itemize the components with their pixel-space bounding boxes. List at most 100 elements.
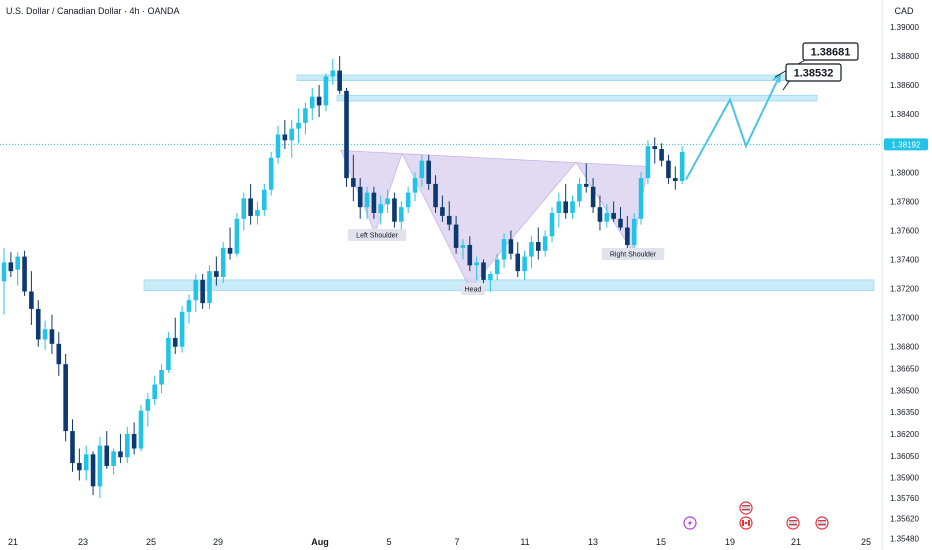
candle-body[interactable] (481, 262, 486, 280)
candle-body[interactable] (536, 242, 541, 251)
candle-body[interactable] (583, 183, 589, 187)
candle-body[interactable] (611, 212, 616, 219)
candle-body[interactable] (214, 271, 219, 277)
candle-body[interactable] (426, 160, 431, 184)
candle-body[interactable] (494, 259, 500, 275)
candle-body[interactable] (172, 338, 178, 347)
candle-body[interactable] (262, 189, 267, 211)
candle-body[interactable] (440, 207, 445, 216)
candle-body[interactable] (597, 207, 603, 222)
candle-body[interactable] (515, 253, 521, 272)
candle-body[interactable] (549, 212, 555, 237)
candle-body[interactable] (522, 256, 527, 272)
candle-body[interactable] (364, 192, 370, 208)
candle-body[interactable] (371, 192, 377, 213)
candle-body[interactable] (351, 178, 356, 187)
current-price-badge[interactable] (884, 138, 928, 151)
candle-body[interactable] (501, 239, 507, 260)
candle-body[interactable] (577, 183, 582, 202)
candle-body[interactable] (604, 212, 610, 222)
candle-body[interactable] (118, 451, 123, 458)
candle-body[interactable] (138, 410, 144, 449)
candle-body[interactable] (652, 146, 658, 150)
candle-body[interactable] (70, 431, 75, 464)
candle-body[interactable] (679, 151, 685, 182)
candle-body[interactable] (56, 343, 62, 365)
candle-body[interactable] (111, 451, 116, 466)
candle-body[interactable] (193, 279, 199, 301)
candle-body[interactable] (357, 186, 363, 208)
candle-body[interactable] (275, 134, 281, 158)
candle-body[interactable] (104, 445, 110, 466)
candle-body[interactable] (35, 308, 41, 340)
candle-body[interactable] (378, 204, 384, 213)
candle-body[interactable] (673, 178, 678, 182)
candle-body[interactable] (22, 256, 27, 292)
candle-body[interactable] (666, 160, 671, 179)
candle-body[interactable] (207, 271, 212, 304)
candle-body[interactable] (145, 399, 151, 411)
candle-body[interactable] (344, 90, 349, 179)
candle-body[interactable] (186, 300, 192, 312)
candle-body[interactable] (125, 433, 130, 458)
candle-body[interactable] (159, 370, 164, 385)
candle-body[interactable] (542, 236, 548, 251)
candle-body[interactable] (474, 262, 479, 266)
candle-body[interactable] (289, 128, 294, 141)
candle-body[interactable] (97, 445, 103, 487)
candle-body[interactable] (42, 329, 48, 340)
candle-body[interactable] (638, 178, 644, 219)
candle-body[interactable] (241, 198, 247, 219)
candle-body[interactable] (385, 198, 390, 205)
candle-body[interactable] (508, 239, 514, 254)
candle-body[interactable] (570, 201, 575, 213)
candle-body[interactable] (90, 454, 96, 487)
candle-body[interactable] (49, 329, 55, 344)
candle-body[interactable] (337, 70, 342, 91)
candle-body[interactable] (453, 224, 459, 248)
candle-body[interactable] (563, 201, 568, 213)
candle-body[interactable] (220, 247, 226, 277)
candle-body[interactable] (330, 70, 336, 77)
candle-body[interactable] (446, 215, 452, 225)
candle-body[interactable] (8, 262, 14, 272)
candle-body[interactable] (631, 218, 637, 245)
candle-body[interactable] (392, 198, 397, 222)
candle-body[interactable] (625, 227, 630, 245)
candle-body[interactable] (83, 454, 89, 471)
candle-body[interactable] (77, 463, 82, 471)
candle-body[interactable] (405, 192, 411, 208)
candle-body[interactable] (1, 262, 7, 282)
candle-body[interactable] (131, 433, 137, 449)
candle-body[interactable] (63, 364, 68, 432)
candle-body[interactable] (618, 218, 623, 228)
candle-body[interactable] (29, 291, 34, 309)
candle-body[interactable] (15, 256, 20, 270)
candle-body[interactable] (179, 311, 185, 347)
candle-body[interactable] (399, 207, 404, 222)
candle-body[interactable] (488, 274, 493, 280)
candle-body[interactable] (433, 183, 438, 208)
candle-body[interactable] (419, 160, 425, 179)
candle-body[interactable] (303, 108, 308, 123)
candle-body[interactable] (282, 134, 288, 141)
candle-body[interactable] (296, 122, 301, 129)
candle-body[interactable] (323, 76, 329, 106)
candle-body[interactable] (556, 201, 562, 213)
candle-body[interactable] (412, 178, 418, 193)
candle-body[interactable] (460, 244, 466, 248)
candle-body[interactable] (645, 146, 651, 179)
candle-body[interactable] (309, 96, 315, 109)
candle-body[interactable] (166, 338, 171, 370)
candle-body[interactable] (268, 157, 274, 190)
candle-body[interactable] (467, 244, 473, 266)
candle-body[interactable] (529, 242, 534, 257)
candle-body[interactable] (152, 384, 157, 400)
candle-body[interactable] (590, 186, 596, 208)
candle-body[interactable] (234, 218, 240, 254)
candle-body[interactable] (227, 247, 233, 254)
candle-body[interactable] (200, 279, 205, 304)
candle-body[interactable] (316, 96, 322, 106)
currency-label[interactable]: CAD (894, 6, 914, 16)
